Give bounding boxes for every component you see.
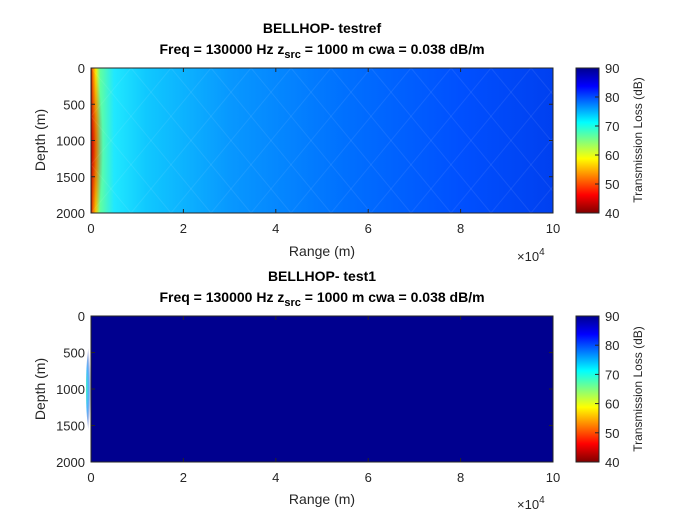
ray-line [91, 68, 132, 118]
colorbar-tick-label: 50 [605, 426, 619, 441]
panel-testref: BELLHOP- testref Freq = 130000 Hz zsrc =… [0, 20, 700, 264]
ray-line [0, 68, 11, 213]
field-near-source [91, 68, 111, 213]
ray-line [410, 68, 532, 213]
colorbar-frame [575, 67, 600, 214]
heatmap-field [86, 316, 553, 462]
ray-line [450, 68, 553, 193]
colorbar-gradient [576, 68, 599, 213]
y-tick-label: 0 [78, 61, 85, 76]
x-tick-label: 10 [546, 221, 560, 236]
y-tick-label: 1000 [56, 134, 85, 149]
colorbar-ticks: 40 50 60 70 80 90 [595, 309, 619, 470]
colorbar-tick-label: 70 [605, 367, 619, 382]
colorbar-ticks: 40 50 60 70 80 90 [595, 61, 619, 221]
x-tick-label: 8 [457, 221, 464, 236]
colorbar-tick-label: 80 [605, 338, 619, 353]
x-axis-label: Range (m) [289, 243, 355, 259]
ray-line [250, 68, 372, 213]
field-background [91, 68, 553, 213]
ray-line [130, 68, 252, 213]
colorbar-tick-label: 90 [605, 61, 619, 76]
ray-line [330, 68, 452, 213]
colorbar-tick-label: 60 [605, 148, 619, 163]
x-tick-label: 0 [87, 470, 94, 485]
heatmap-field [0, 68, 700, 213]
chart-title: BELLHOP- testref [263, 20, 382, 36]
ray-line [91, 163, 132, 213]
ray-line [530, 68, 553, 96]
y-ticks: 0 500 1000 1500 2000 [56, 309, 553, 470]
chart-subtitle: Freq = 130000 Hz zsrc = 1000 m cwa = 0.0… [159, 41, 484, 61]
x-tick-label: 6 [365, 470, 372, 485]
ray-line [250, 68, 372, 213]
ray-line [651, 68, 700, 213]
colorbar: 40 50 60 70 80 90 Transmission Loss (dB) [575, 61, 645, 221]
ray-line [290, 68, 412, 213]
ray-line [91, 115, 172, 213]
x-exponent: ×104 [517, 247, 545, 264]
x-tick-label: 6 [365, 221, 372, 236]
ray-line [91, 68, 172, 166]
y-tick-label: 0 [78, 309, 85, 324]
ray-line [130, 68, 252, 213]
colorbar-tick-label: 50 [605, 177, 619, 192]
colorbar-tick-label: 90 [605, 309, 619, 324]
colorbar-tick-label: 70 [605, 119, 619, 134]
ray-line [611, 68, 700, 213]
ray-line [210, 68, 332, 213]
ray-line [370, 68, 492, 213]
y-tick-label: 1500 [56, 170, 85, 185]
field-background [91, 316, 553, 462]
x-tick-label: 8 [457, 470, 464, 485]
y-ticks: 0 500 1000 1500 2000 [56, 61, 553, 221]
ray-line [91, 68, 212, 213]
colorbar-tick-label: 40 [605, 455, 619, 470]
ray-line [370, 68, 492, 213]
colorbar-frame [575, 315, 600, 463]
ray-line [410, 68, 532, 213]
ray-pattern [0, 68, 700, 213]
ray-line [290, 68, 412, 213]
y-tick-label: 500 [63, 97, 85, 112]
x-tick-label: 4 [272, 221, 279, 236]
colorbar-tick-label: 80 [605, 90, 619, 105]
ray-line [530, 185, 553, 213]
x-exponent: ×104 [517, 495, 545, 512]
ray-line [91, 68, 212, 213]
ray-line [170, 68, 292, 213]
ray-line [611, 68, 700, 213]
ray-line [450, 88, 553, 213]
y-tick-label: 2000 [56, 206, 85, 221]
y-axis-label: Depth (m) [32, 109, 48, 171]
colorbar-label: Transmission Loss (dB) [631, 326, 645, 452]
colorbar-label: Transmission Loss (dB) [631, 77, 645, 203]
ray-line [330, 68, 452, 213]
colorbar-tick-label: 60 [605, 397, 619, 412]
colorbar-gradient [576, 316, 599, 462]
chart-title: BELLHOP- test1 [268, 268, 376, 284]
x-ticks: 0 2 4 6 8 10 [87, 68, 560, 236]
x-axis-label: Range (m) [289, 491, 355, 507]
colorbar-tick-label: 40 [605, 206, 619, 221]
x-tick-label: 2 [180, 221, 187, 236]
x-ticks: 0 2 4 6 8 10 [87, 316, 560, 485]
panel-test1: BELLHOP- test1 Freq = 130000 Hz zsrc = 1… [32, 268, 645, 512]
y-tick-label: 2000 [56, 455, 85, 470]
y-tick-label: 1000 [56, 382, 85, 397]
colorbar: 40 50 60 70 80 90 Transmission Loss (dB) [575, 309, 645, 470]
x-tick-label: 0 [87, 221, 94, 236]
x-tick-label: 4 [272, 470, 279, 485]
y-axis-label: Depth (m) [32, 358, 48, 420]
ray-line [0, 68, 11, 213]
ray-line [651, 68, 700, 213]
x-tick-label: 2 [180, 470, 187, 485]
ray-line [170, 68, 292, 213]
x-tick-label: 10 [546, 470, 560, 485]
chart-subtitle: Freq = 130000 Hz zsrc = 1000 m cwa = 0.0… [159, 289, 484, 309]
y-tick-label: 500 [63, 346, 85, 361]
ray-line [210, 68, 332, 213]
y-tick-label: 1500 [56, 419, 85, 434]
